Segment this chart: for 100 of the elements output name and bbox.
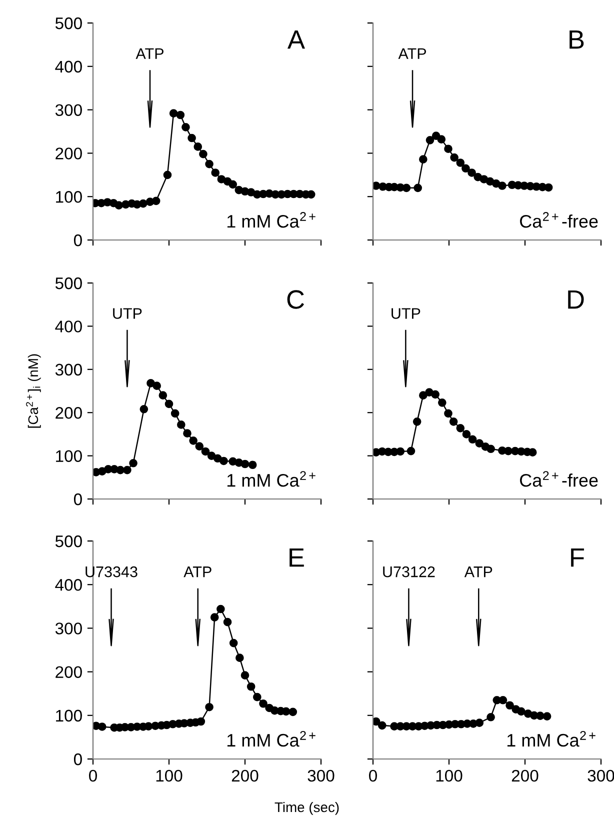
point <box>544 183 553 192</box>
point <box>373 717 380 726</box>
point <box>213 454 222 463</box>
point <box>158 391 168 400</box>
point <box>183 429 192 438</box>
point <box>240 671 250 680</box>
point <box>498 696 508 704</box>
y-tick-label: 400 <box>55 579 82 591</box>
chart-title: D <box>568 290 584 309</box>
y-tick-label: 100 <box>56 710 82 722</box>
point <box>492 179 500 188</box>
y-tick-label: 300 <box>55 104 82 116</box>
point <box>536 712 544 720</box>
point <box>462 430 471 438</box>
x-tick-label: 100 <box>436 770 462 782</box>
point <box>116 466 125 474</box>
y-tick-label: 400 <box>55 320 82 332</box>
y-tick-label: 0 <box>74 493 82 506</box>
point <box>468 435 477 444</box>
point <box>169 109 178 118</box>
point <box>396 447 405 456</box>
point <box>129 458 138 468</box>
point <box>517 707 526 716</box>
point <box>444 409 452 418</box>
point <box>182 122 190 132</box>
y-tick-label: 100 <box>56 191 82 203</box>
point <box>456 424 465 432</box>
y-tick-label: 100 <box>56 450 82 462</box>
point <box>240 460 250 468</box>
point <box>223 618 232 626</box>
y-tick-label: 0 <box>74 234 82 246</box>
point <box>437 135 446 144</box>
point <box>486 712 495 722</box>
point <box>444 144 452 154</box>
point <box>123 466 132 474</box>
point <box>449 418 458 426</box>
ref-line-label: ATP <box>398 48 426 59</box>
annotation: Ca$^{2+}$-free <box>520 471 598 487</box>
point <box>164 400 174 408</box>
point <box>288 708 298 716</box>
point <box>98 722 106 731</box>
point <box>170 409 180 418</box>
point <box>194 142 202 151</box>
point <box>402 184 411 192</box>
point <box>152 382 162 390</box>
x-tick-label: 300 <box>308 770 334 782</box>
annotation: 1 mM Ca$^{2+}$ <box>227 731 316 747</box>
y-axis-title: [Ca$^{2+}$]$_{i}$ (nM) <box>26 354 41 428</box>
point <box>406 446 416 456</box>
point <box>438 398 446 407</box>
point <box>146 379 155 388</box>
ref-line-label: UTP <box>113 308 142 319</box>
y-tick-label: 400 <box>55 60 82 73</box>
point <box>163 170 172 180</box>
chart-title: E <box>290 548 304 567</box>
y-tick-label: 300 <box>55 622 82 634</box>
annotation: 1 mM Ca$^{2+}$ <box>227 212 316 228</box>
point <box>216 604 225 614</box>
point <box>211 168 220 177</box>
point <box>378 721 386 730</box>
y-tick-label: 0 <box>74 753 82 766</box>
point <box>196 717 206 726</box>
point <box>426 136 434 144</box>
chart-title: F <box>571 548 584 567</box>
y-tick-label: 500 <box>55 535 82 548</box>
x-tick-label: 0 <box>369 770 377 782</box>
ref-line-label: ATP <box>136 48 164 59</box>
point <box>140 404 148 414</box>
point <box>220 456 228 466</box>
point <box>475 439 484 448</box>
ref-line-label: ATP <box>464 566 492 578</box>
ref-line-label: ATP <box>184 566 212 578</box>
x-tick-label: 100 <box>156 770 182 782</box>
point <box>506 701 514 710</box>
point <box>468 168 476 177</box>
y-tick-label: 500 <box>55 17 82 30</box>
point <box>418 155 428 164</box>
point <box>414 184 422 192</box>
y-tick-label: 300 <box>55 364 82 376</box>
point <box>236 654 244 662</box>
point <box>248 460 257 470</box>
annotation: 1 mM Ca$^{2+}$ <box>507 731 596 747</box>
chart-title: C <box>287 290 304 309</box>
x-tick-label: 0 <box>89 770 97 782</box>
point <box>462 164 470 173</box>
point <box>418 391 428 400</box>
y-tick-label: 200 <box>56 148 82 160</box>
point <box>252 692 262 702</box>
point <box>114 201 124 210</box>
point <box>210 613 219 622</box>
ref-line-label: U73122 <box>383 566 435 578</box>
x-tick-label: 300 <box>588 770 614 782</box>
point <box>498 182 506 190</box>
ref-line-label: UTP <box>392 308 420 319</box>
annotation: Ca$^{2+}$-free <box>520 212 598 228</box>
point <box>486 444 495 454</box>
point <box>246 682 256 691</box>
point <box>228 180 238 189</box>
point <box>425 388 434 396</box>
x-tick-label: 200 <box>232 770 258 782</box>
